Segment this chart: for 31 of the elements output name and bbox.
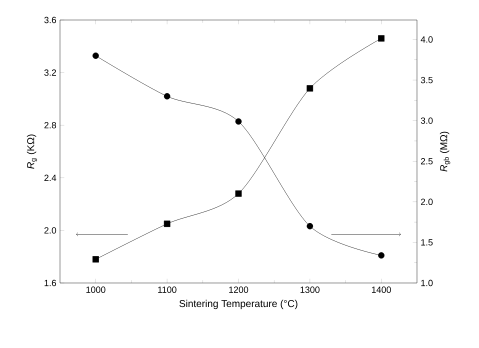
x-axis-title: Sintering Temperature (°C): [179, 300, 298, 310]
point: [235, 118, 242, 125]
point: [378, 35, 384, 42]
point: [164, 220, 170, 228]
y2-tick-label: 3.0: [420, 117, 433, 124]
x-tick-label: 1400: [372, 286, 391, 293]
x-tick-label: 1000: [86, 286, 106, 293]
y-axis-title: R$_{g}$ (KΩ): [26, 134, 38, 169]
y-tick-label: 2.8: [44, 122, 56, 128]
x-tick-label: 1100: [158, 286, 176, 293]
y2-tick-label: 2.0: [420, 198, 433, 206]
y-tick-label: 3.6: [44, 16, 56, 24]
x-tick-label: 1300: [300, 286, 320, 293]
point: [235, 190, 242, 197]
y-tick-label: 3.2: [44, 69, 56, 76]
point: [378, 252, 384, 259]
point: [306, 222, 314, 230]
y-tick-label: 1.6: [44, 280, 56, 286]
y2-tick-label: 2.5: [420, 158, 433, 164]
y2-axis-title: R$_{gb}$ (MΩ): [440, 132, 450, 172]
y-tick-label: 2.0: [44, 227, 56, 234]
y-tick-label: 2.4: [44, 174, 56, 181]
y2-tick-label: 1.5: [421, 239, 433, 246]
y2-tick-label: 1.0: [421, 280, 433, 286]
point: [92, 256, 99, 263]
point: [92, 52, 99, 59]
point: [164, 93, 170, 100]
x-tick-label: 1200: [229, 286, 248, 293]
point: [306, 85, 314, 92]
y2-tick-label: 4.0: [420, 36, 433, 43]
y2-tick-label: 3.5: [420, 76, 433, 84]
